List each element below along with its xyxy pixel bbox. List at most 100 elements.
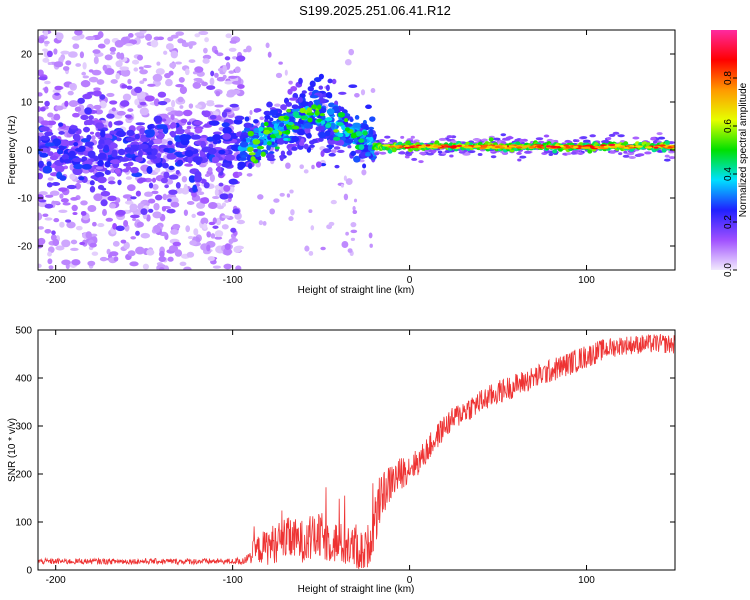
spectrogram-cell xyxy=(80,200,88,206)
spectrogram-cell xyxy=(179,261,187,266)
spectrogram-cell xyxy=(606,137,612,140)
spectrogram-cell xyxy=(124,146,132,153)
spectrogram-cell xyxy=(411,157,418,161)
spectrogram-cell xyxy=(89,271,96,277)
spectrogram-cell xyxy=(266,141,272,146)
colorbar-tick-label: 0.4 xyxy=(723,167,734,181)
spectrogram-cell xyxy=(262,221,267,226)
spectrogram-cell xyxy=(109,100,118,105)
spectrogram-cell xyxy=(299,164,304,170)
spectrogram-cell xyxy=(198,30,209,36)
spectrogram-cell xyxy=(192,184,198,193)
spectrogram-cell xyxy=(148,208,154,213)
spectrogram-cell xyxy=(619,145,626,148)
spectrogram-cell xyxy=(446,138,452,142)
spectrogram-cell xyxy=(116,130,127,138)
spectrogram-cell xyxy=(168,245,179,252)
spectrogram-cell xyxy=(221,122,230,128)
spectrogram-cell xyxy=(237,161,246,169)
spectrogram-cell xyxy=(210,233,216,239)
spectrogram-cell xyxy=(84,141,95,147)
spectrogram-cell xyxy=(38,37,45,44)
spectrogram-cell xyxy=(92,90,102,97)
spectrogram-cell xyxy=(87,150,96,159)
spectrogram-cell xyxy=(500,141,507,144)
spectrogram-cell xyxy=(89,242,97,248)
spectrogram-cell xyxy=(135,246,145,255)
spectrogram-cell xyxy=(269,117,274,122)
spectrogram-cell xyxy=(195,104,202,109)
spectrogram-cell xyxy=(99,129,106,138)
spectrogram-cell xyxy=(229,103,239,108)
spectrogram-cell xyxy=(136,54,144,61)
spectrogram-cell xyxy=(165,106,175,112)
spectrogram-cell xyxy=(38,160,44,169)
spectrogram-cell xyxy=(44,80,51,85)
spectrogram-cell xyxy=(142,263,149,270)
spectrogram-cell xyxy=(38,212,43,221)
spectrogram-cell xyxy=(89,180,95,186)
spectrogram-cell xyxy=(583,139,591,143)
spectrogram-cell xyxy=(330,122,336,129)
spectrogram-cell xyxy=(110,159,121,165)
spectrogram-cell xyxy=(44,142,55,147)
spectrogram-cell xyxy=(280,150,286,157)
spectrogram-cell xyxy=(250,156,256,162)
spectrogram-cell xyxy=(338,91,347,95)
spectrogram-cell xyxy=(125,137,136,142)
spectrogram-cell xyxy=(308,209,313,213)
spectrogram-cell xyxy=(103,144,110,151)
spectrogram-cell xyxy=(147,124,153,130)
spectrogram-cell xyxy=(303,122,312,129)
spectrogram-cell xyxy=(181,175,188,183)
spectrogram-cell xyxy=(450,145,457,148)
spectrogram-cell xyxy=(91,135,96,141)
spectrogram-cell xyxy=(61,153,69,161)
spectrogram-cell xyxy=(314,110,320,116)
spectrogram-cell xyxy=(350,237,356,242)
spectrogram-cell xyxy=(165,43,174,50)
spectrogram-cell xyxy=(162,193,168,201)
spectrogram-cell xyxy=(589,134,596,138)
spectrogram-cell xyxy=(164,72,171,79)
spectrogram-cell xyxy=(570,151,577,155)
spectrogram-cell xyxy=(318,131,327,139)
spectrogram-cell xyxy=(387,149,393,154)
spectrogram-cell xyxy=(265,153,275,160)
spectrogram-cell xyxy=(176,159,184,166)
spectrogram-cell xyxy=(108,203,117,209)
spectrogram-cell xyxy=(353,137,358,144)
spectrogram-cell xyxy=(97,223,105,228)
spectrogram-cell xyxy=(146,249,155,256)
spectrogram-cell xyxy=(80,210,87,216)
spectrogram-cell xyxy=(225,33,232,39)
spectrogram-cell xyxy=(286,101,292,107)
spectrogram-cell xyxy=(301,90,307,94)
spectrogram-cell xyxy=(521,146,527,149)
spectrogram-cell xyxy=(47,112,54,118)
spectrogram-cell xyxy=(146,154,158,160)
spectrogram-cell xyxy=(188,103,194,109)
spectrogram-cell xyxy=(245,45,252,53)
spectrogram-y-tick-label: -20 xyxy=(18,242,33,253)
spectrogram-cell xyxy=(663,158,671,162)
spectrogram-cell xyxy=(135,230,140,236)
spectrogram-cell xyxy=(62,66,70,71)
spectrogram-cell xyxy=(652,140,658,144)
spectrogram-cell xyxy=(350,132,357,139)
spectrogram-cell xyxy=(155,68,165,75)
spectrogram-cell xyxy=(374,152,380,156)
spectrogram-cell xyxy=(186,125,192,130)
spectrogram-cell xyxy=(320,246,326,251)
spectrogram-cell xyxy=(38,106,42,113)
spectrogram-cell xyxy=(110,142,117,149)
spectrogram-cell xyxy=(166,153,177,160)
spectrogram-cell xyxy=(360,89,366,96)
spectrogram-cell xyxy=(147,198,156,204)
spectrogram-cell xyxy=(135,156,144,162)
spectrogram-cell xyxy=(90,233,98,237)
snr-axis-ticks: -200 -100 0 100 0 100 200 300 400 500 xyxy=(15,326,675,586)
spectrogram-cell xyxy=(369,243,373,248)
spectrogram-cell xyxy=(216,76,226,82)
spectrogram-cell xyxy=(58,209,68,214)
